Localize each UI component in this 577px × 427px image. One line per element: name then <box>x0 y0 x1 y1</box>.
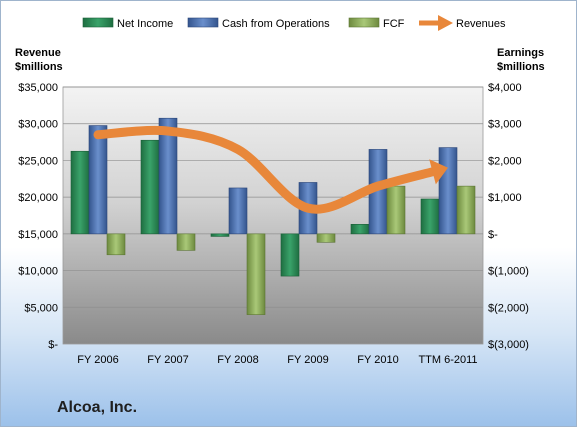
legend-swatch-cash-from-operations <box>187 17 219 28</box>
company-name: Alcoa, Inc. <box>57 399 138 416</box>
legend-arrow-revenues <box>438 15 453 31</box>
category-label: FY 2007 <box>147 354 188 366</box>
bar-fcf <box>456 185 476 235</box>
bar-net-income <box>420 198 440 235</box>
legend-label-revenues: Revenues <box>456 18 506 30</box>
bar-fcf <box>246 233 266 315</box>
bar-cash-from-operations <box>158 117 178 235</box>
legend-label-fcf: FCF <box>383 18 405 30</box>
legend-swatch-net-income <box>82 17 114 28</box>
left-axis-title-line1: Revenue <box>15 47 61 59</box>
gridlines <box>63 86 483 308</box>
bar-net-income <box>70 150 90 235</box>
right-tick-label: $(1,000) <box>488 266 529 278</box>
right-axis-title-line2: $millions <box>497 61 545 73</box>
legend-swatch-fcf <box>348 17 380 28</box>
bar-cash-from-operations <box>88 125 108 235</box>
right-tick-label: $- <box>488 229 498 241</box>
revenue-line <box>93 125 449 214</box>
left-tick-label: $30,000 <box>18 119 58 131</box>
category-labels: FY 2006 FY 2007 FY 2008 FY 2009 FY 2010 TTM 6… <box>77 354 477 366</box>
bar-net-income <box>350 224 370 235</box>
revenue-arrowhead <box>429 159 448 185</box>
right-tick-label: $1,000 <box>488 192 522 204</box>
bar-net-income <box>140 139 160 235</box>
left-tick-label: $20,000 <box>18 192 58 204</box>
bar-cash-from-operations <box>438 147 458 235</box>
left-tick-label: $5,000 <box>24 302 58 314</box>
plot-area <box>62 86 484 345</box>
bar-fcf <box>316 233 336 243</box>
category-label: FY 2006 <box>77 354 118 366</box>
category-label: FY 2010 <box>357 354 398 366</box>
legend-label-cash-from-operations: Cash from Operations <box>222 18 330 30</box>
category-label: FY 2008 <box>217 354 258 366</box>
bar-fcf <box>176 233 196 251</box>
bars <box>70 117 476 315</box>
right-axis-title-line1: Earnings <box>497 47 544 59</box>
left-tick-label: $10,000 <box>18 266 58 278</box>
right-tick-label: $(3,000) <box>488 339 529 351</box>
bar-fcf <box>106 233 126 256</box>
right-tick-label: $(2,000) <box>488 302 529 314</box>
left-tick-label: $25,000 <box>18 155 58 167</box>
category-label: FY 2009 <box>287 354 328 366</box>
bar-cash-from-operations <box>228 187 248 235</box>
bar-net-income <box>210 233 230 237</box>
left-axis-ticks: $- $5,000 $10,000 $15,000 $20,000 $25,000 $30,… <box>18 82 58 351</box>
right-axis-ticks: $(3,000) $(2,000) $(1,000) $- $1,000 $2,000 $3… <box>488 82 529 351</box>
right-tick-label: $3,000 <box>488 119 522 131</box>
legend-label-net-income: Net Income <box>117 18 173 30</box>
left-tick-label: $35,000 <box>18 82 58 94</box>
right-tick-label: $4,000 <box>488 82 522 94</box>
left-axis-title-line2: $millions <box>15 61 63 73</box>
bar-fcf <box>386 185 406 235</box>
right-tick-label: $2,000 <box>488 155 522 167</box>
left-tick-label: $15,000 <box>18 229 58 241</box>
left-tick-label: $- <box>48 339 58 351</box>
category-label: TTM 6-2011 <box>418 354 477 366</box>
bar-net-income <box>280 233 300 277</box>
legend: Net Income Cash from Operations FCF Reve… <box>82 15 506 31</box>
